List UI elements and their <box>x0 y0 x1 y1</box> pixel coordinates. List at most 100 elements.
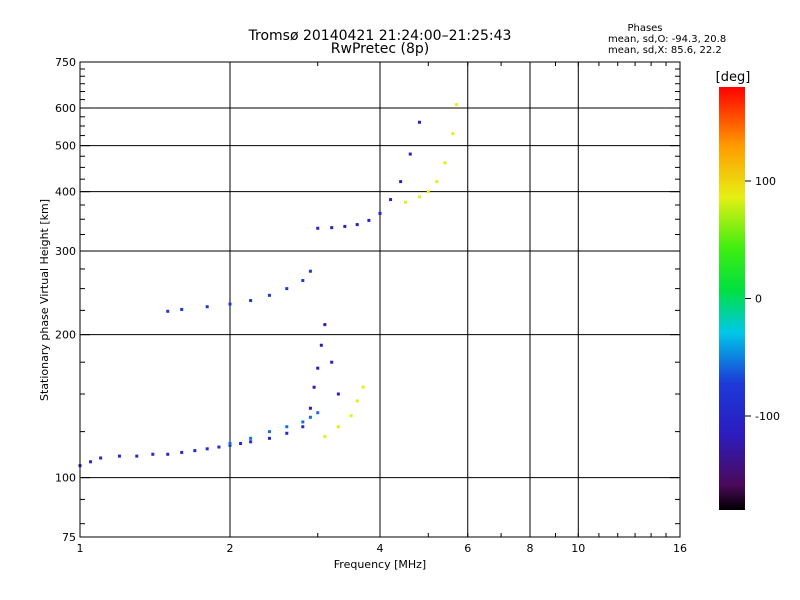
series-group <box>308 323 340 410</box>
data-point <box>267 436 271 440</box>
data-point <box>249 299 253 303</box>
y-tick-label: 75 <box>62 531 76 544</box>
chart-subtitle: RwPretec (8p) <box>331 41 429 57</box>
data-point <box>403 200 407 204</box>
data-point <box>316 366 320 370</box>
data-point <box>336 392 340 396</box>
data-point <box>228 442 232 446</box>
data-point <box>417 195 421 199</box>
data-point <box>205 305 209 309</box>
data-point <box>426 190 430 194</box>
data-point <box>451 132 455 136</box>
chart-title: Tromsø 20140421 21:24:00–21:25:43 <box>248 28 512 44</box>
y-axis: 75 100 200 300 400 500 600 750 <box>55 56 680 544</box>
data-point <box>308 406 312 410</box>
data-point <box>285 425 289 429</box>
data-point <box>435 180 439 184</box>
series-group <box>228 411 320 446</box>
series-group <box>323 385 365 439</box>
x-tick-label: 4 <box>377 542 384 555</box>
data-point <box>308 415 312 419</box>
series-group <box>316 120 421 230</box>
data-point <box>330 226 334 230</box>
colorbar-tick-label: 100 <box>755 175 776 188</box>
colorbar-tick-label: -100 <box>755 410 780 423</box>
data-point <box>117 454 121 458</box>
data-point <box>249 436 253 440</box>
data-point <box>267 430 271 434</box>
data-point <box>267 293 271 297</box>
data-point <box>316 411 320 415</box>
y-tick-label: 300 <box>55 245 76 258</box>
y-tick-label: 100 <box>55 472 76 485</box>
data-point <box>336 425 340 429</box>
data-point <box>166 309 170 313</box>
x-axis: 1 2 4 8 16 6 10 <box>77 62 687 555</box>
data-point <box>417 120 421 124</box>
series-group <box>403 103 459 204</box>
series-group <box>166 269 312 313</box>
stats-line-x: mean, sd,X: 85.6, 22.2 <box>608 45 722 56</box>
y-tick-label: 200 <box>55 329 76 342</box>
data-point <box>399 180 403 184</box>
y-tick-label: 750 <box>55 56 76 69</box>
data-point <box>135 454 139 458</box>
data-point <box>323 435 327 439</box>
colorbar <box>719 87 745 510</box>
stats-heading: Phases <box>627 23 662 34</box>
data-point <box>89 460 93 464</box>
y-tick-label: 500 <box>55 140 76 153</box>
data-point <box>319 343 323 347</box>
y-tick-label: 400 <box>55 186 76 199</box>
data-point <box>343 224 347 228</box>
data-point <box>205 447 209 451</box>
stats-line-o: mean, sd,O: -94.3, 20.8 <box>608 34 726 45</box>
data-point <box>355 223 359 227</box>
data-point <box>151 452 155 456</box>
data-point <box>249 440 253 444</box>
data-point <box>228 443 232 447</box>
data-point <box>455 103 459 107</box>
data-point <box>166 452 170 456</box>
data-point <box>193 449 197 453</box>
data-point <box>239 442 243 446</box>
x-tick-label: 16 <box>673 542 687 555</box>
x-axis-label: Frequency [MHz] <box>334 558 426 571</box>
data-point <box>308 269 312 273</box>
data-point <box>355 399 359 403</box>
x-tick-label: 6 <box>464 542 471 555</box>
x-tick-label: 8 <box>527 542 534 555</box>
data-point <box>301 420 305 424</box>
colorbar-label: [deg] <box>716 70 751 85</box>
data-point <box>228 302 232 306</box>
data-point <box>180 307 184 311</box>
data-point <box>323 323 327 327</box>
data-point <box>443 161 447 165</box>
data-point <box>312 385 316 389</box>
data-point <box>361 385 365 389</box>
data-point <box>349 414 353 418</box>
y-axis-label: Stationary phase Virtual Height [km] <box>38 199 51 401</box>
x-tick-label: 10 <box>571 542 585 555</box>
data-point <box>408 152 412 156</box>
data-point <box>285 287 289 291</box>
grid-lines <box>80 62 680 537</box>
colorbar-tick-label: 0 <box>755 293 762 306</box>
x-tick-label: 2 <box>227 542 234 555</box>
x-tick-label: 1 <box>77 542 84 555</box>
data-point <box>378 211 382 215</box>
data-point <box>316 226 320 230</box>
data-point <box>180 450 184 454</box>
data-point <box>330 360 334 364</box>
data-point <box>285 431 289 435</box>
colorbar-ticks: 100 0 -100 <box>745 175 780 423</box>
data-point <box>389 198 393 202</box>
data-point <box>367 218 371 222</box>
data-point <box>301 425 305 429</box>
data-point <box>301 279 305 283</box>
data-point <box>217 445 221 449</box>
data-series <box>78 103 459 468</box>
data-point <box>99 456 103 460</box>
y-tick-label: 600 <box>55 102 76 115</box>
